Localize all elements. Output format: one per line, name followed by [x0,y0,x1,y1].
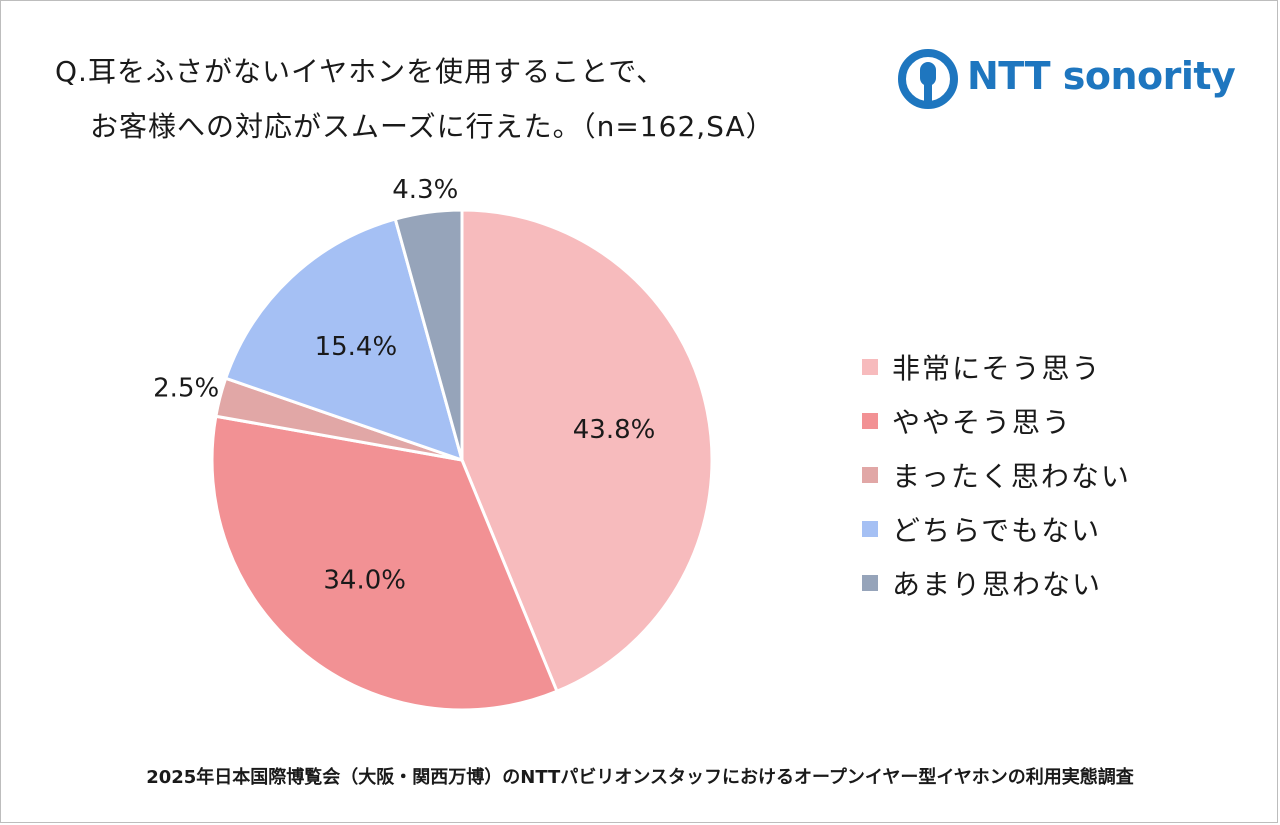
legend: 非常にそう思う ややそう思うまったく思わない どちらでもない あまり思わない [862,340,1131,610]
chart-footer-source: 2025年日本国際博覧会（大阪・関西万博）のNTTパビリオンスタッフにおけるオー… [146,767,1134,788]
legend-swatch [862,575,878,591]
pie-slice-4 [223,217,465,463]
pie-data-label-1: 43.8% [573,415,656,445]
pie-slices [210,208,714,712]
legend-item: 非常にそう思う [862,340,1131,394]
legend-label: 非常にそう思う [892,352,1102,385]
legend-item: ややそう思う [862,394,1131,448]
pie-slice-5 [393,208,464,461]
pie-labels: 43.8% 34.0% 2.5% 15.4% 4.3% [153,175,655,596]
legend-label: あまり思わない [892,568,1103,601]
legend-swatch [862,467,878,483]
ntt-logo-mark-icon [898,49,958,109]
legend-label: ややそう思う [892,406,1073,439]
pie-data-label-4: 15.4% [315,332,398,362]
legend-item: あまり思わない [862,556,1131,610]
pie-slice-1 [460,208,714,694]
pie-data-label-2: 34.0% [323,566,406,596]
chart-question-line2: お客様への対応がスムーズに行えた。（n=162,SA） [90,110,775,143]
legend-item: どちらでもない [862,502,1131,556]
legend-swatch [862,413,878,429]
pie-data-label-5: 4.3% [392,175,458,205]
legend-swatch [862,521,878,537]
legend-item: まったく思わない [862,448,1131,502]
ntt-sonority-logo: NTT sonority [897,48,1236,110]
chart-question-line1: Q.耳をふさがないイヤホンを使用することで、 [55,55,666,88]
legend-swatch [862,359,878,375]
logo-text: NTT sonority [967,54,1236,98]
pie-slice-2 [210,414,559,712]
legend-label: どちらでもない [892,514,1102,547]
legend-label: まったく思わない [892,460,1131,493]
pie-data-label-3: 2.5% [153,373,219,403]
